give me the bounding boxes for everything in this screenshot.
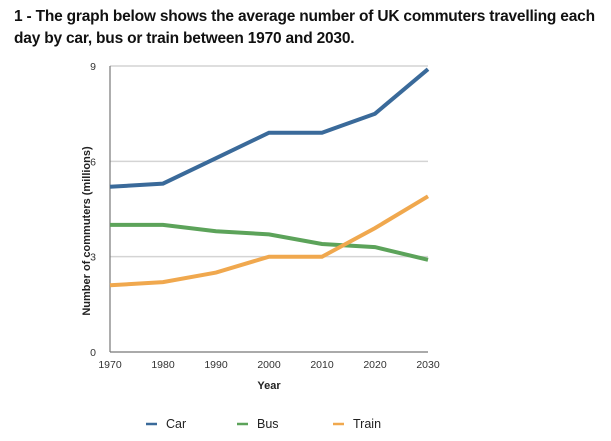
- x-tick-label: 1990: [204, 359, 228, 371]
- legend: Car Bus Train: [146, 417, 381, 431]
- y-axis-label: Number of commuters (millions): [81, 146, 93, 316]
- y-tick-label: 9: [90, 61, 96, 73]
- y-tick-label: 6: [90, 156, 96, 168]
- x-tick-label: 1980: [151, 359, 175, 371]
- x-tick-label: 2010: [310, 359, 334, 371]
- series-lines: [109, 67, 430, 288]
- y-tick-label: 3: [90, 252, 96, 264]
- y-tick-label: 0: [90, 347, 96, 359]
- x-tick-labels: 1970 1980 1990 2000 2010 2020 2030: [98, 359, 440, 371]
- y-tick-labels: 0 3 6 9: [90, 61, 96, 359]
- series-line-car: [109, 67, 430, 189]
- x-tick-label: 2030: [416, 359, 440, 371]
- x-axis-label: Year: [257, 380, 281, 392]
- legend-label-train: Train: [353, 417, 381, 431]
- gridlines: [110, 65, 428, 258]
- x-tick-label: 2000: [257, 359, 281, 371]
- x-tick-label: 1970: [98, 359, 122, 371]
- x-tick-label: 2020: [363, 359, 387, 371]
- series-line-bus: [110, 222, 429, 262]
- question-title: 1 - The graph below shows the average nu…: [14, 8, 595, 47]
- legend-label-bus: Bus: [257, 417, 279, 431]
- legend-label-car: Car: [166, 417, 186, 431]
- axes: [109, 66, 428, 353]
- series-line-train: [109, 194, 430, 288]
